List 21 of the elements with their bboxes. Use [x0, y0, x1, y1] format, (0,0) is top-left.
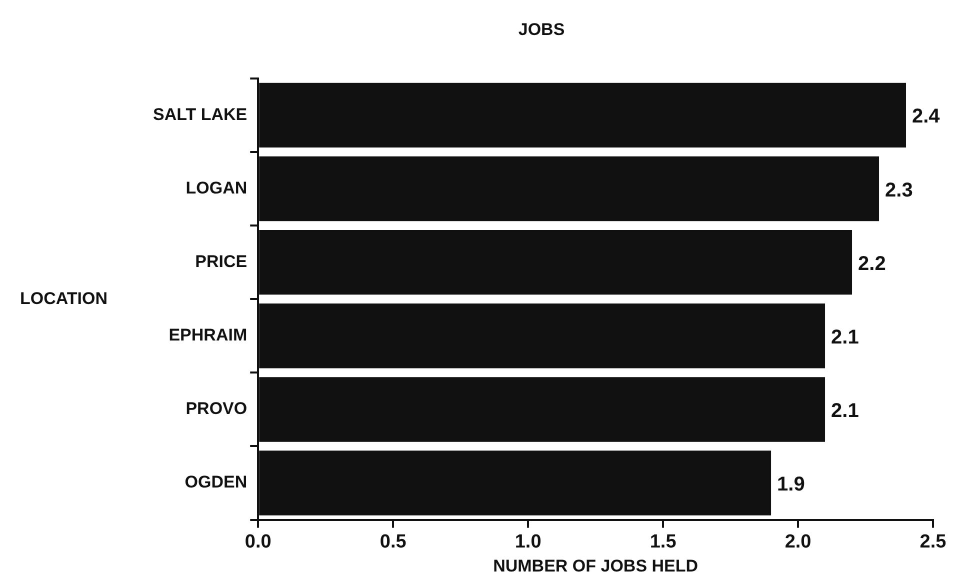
x-tick-label: 0.0: [244, 531, 272, 552]
x-tick-label: 1.5: [650, 531, 677, 552]
x-tick-label: 2.0: [784, 531, 812, 552]
data-label: 2.2: [858, 252, 886, 275]
data-label: 1.9: [777, 474, 805, 496]
data-label: 2.4: [912, 106, 941, 128]
x-tick-label: 2.5: [920, 531, 947, 552]
x-axis-title: NUMBER OF JOBS HELD: [493, 556, 698, 576]
y-tick-label: EPHRAIM: [168, 326, 248, 345]
chart-title: JOBS: [518, 20, 565, 39]
y-axis-title: LOCATION: [20, 288, 108, 308]
x-tick-label: 0.5: [380, 531, 407, 552]
y-tick-label: PROVO: [186, 399, 248, 418]
x-tick-label: 1.0: [514, 531, 542, 552]
data-label: 2.3: [885, 179, 913, 202]
data-label: 2.1: [831, 326, 859, 348]
y-tick-label: SALT LAKE: [153, 104, 248, 124]
data-label: 2.1: [831, 400, 859, 422]
y-tick-label: PRICE: [195, 252, 248, 272]
y-tick-label: LOGAN: [186, 178, 248, 198]
y-tick-label: OGDEN: [184, 472, 248, 492]
